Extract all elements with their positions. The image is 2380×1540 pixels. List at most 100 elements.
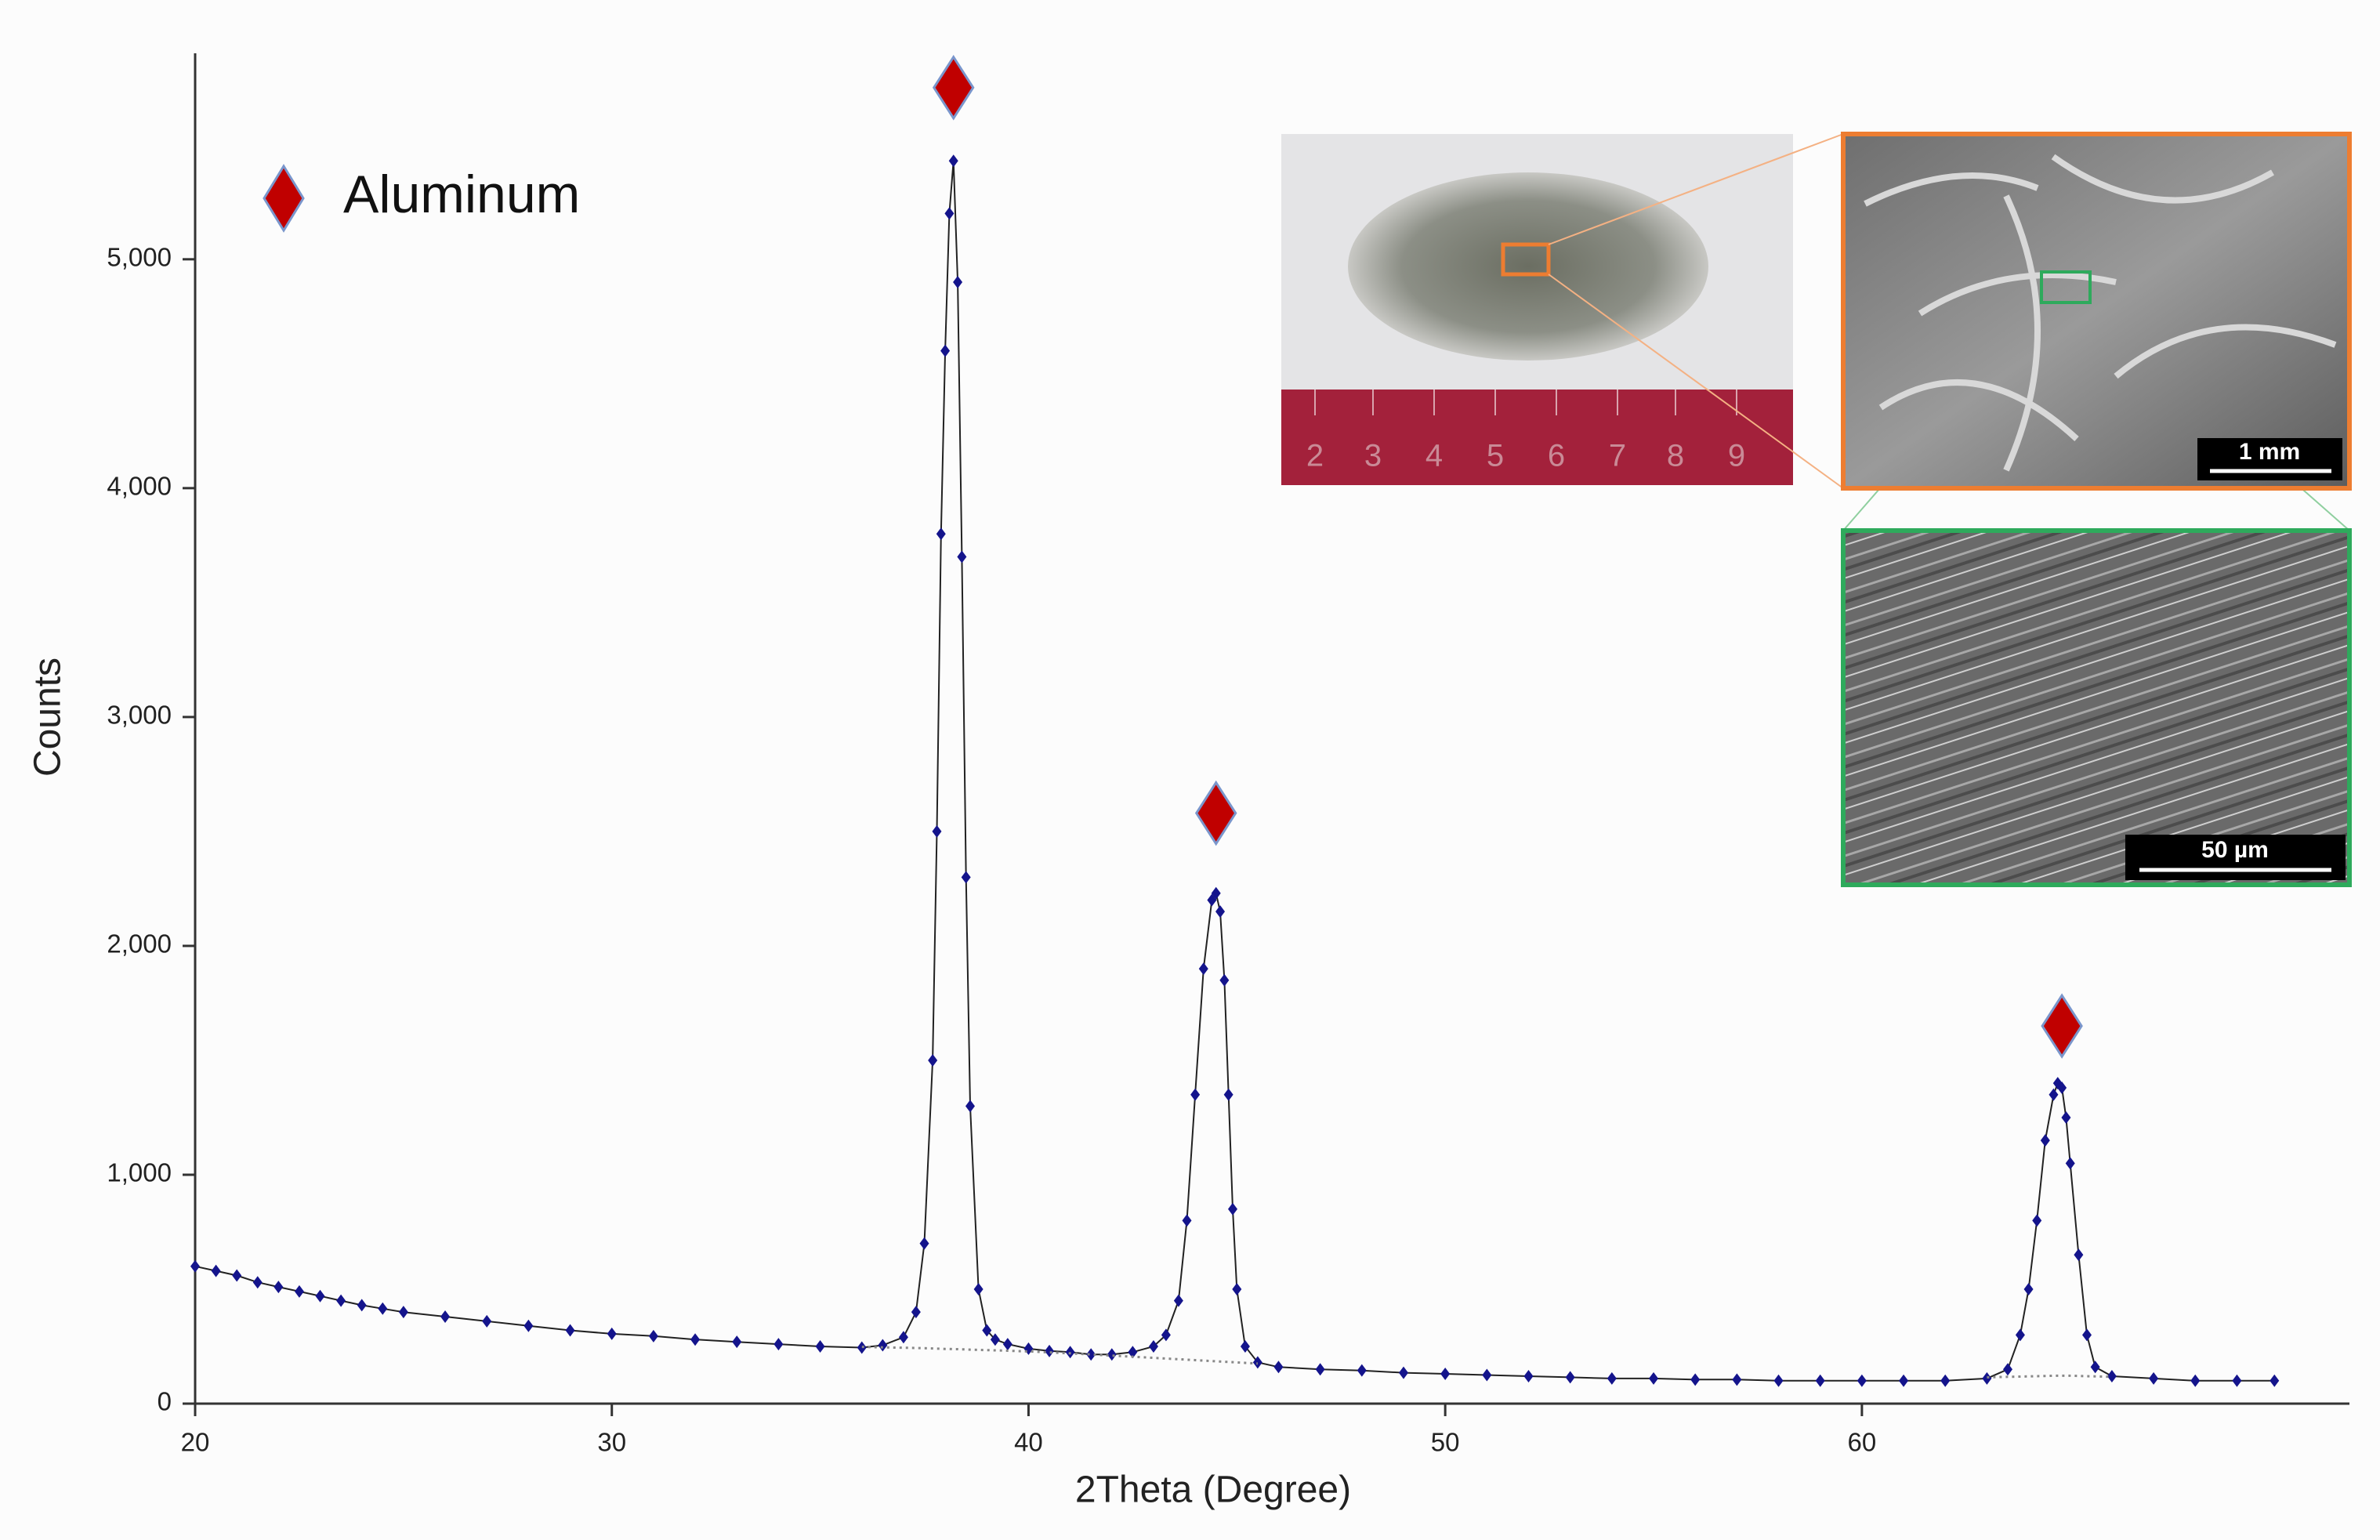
data-point [1857,1374,1867,1387]
data-point [1398,1366,1408,1379]
ruler-label: 9 [1728,439,1745,473]
data-point [1211,886,1221,900]
data-point [953,276,963,289]
data-point [878,1339,888,1352]
peak-marker [2041,993,2083,1059]
data-point [2065,1157,2075,1170]
zoom-connector [1548,274,1844,489]
zoom-box [1501,242,1551,277]
data-point [274,1281,284,1294]
data-point [1523,1369,1534,1382]
baseline-line [861,1346,2112,1379]
data-point [1198,962,1208,976]
data-point [2149,1372,2159,1385]
data-point [1173,1294,1183,1307]
data-point [1649,1372,1659,1385]
data-point [294,1285,304,1298]
data-point [1690,1373,1701,1386]
data-point [732,1335,742,1349]
data-point [2049,1088,2059,1101]
data-point [1482,1368,1492,1382]
peak-marker [1194,780,1237,846]
data-point [1773,1374,1784,1387]
data-point [898,1331,908,1344]
data-point [690,1333,701,1346]
data-point [2061,1111,2071,1124]
data-point [607,1327,617,1340]
scale-bar-label: 1 mm [2239,439,2300,465]
data-point [936,527,946,541]
data-point [1107,1348,1117,1361]
data-point [378,1302,388,1315]
x-tick-label: 60 [1848,1428,1877,1457]
data-point [336,1294,346,1307]
data-point [2002,1363,2012,1376]
data-point [1161,1328,1171,1342]
data-point [190,1259,200,1273]
data-point [773,1338,784,1351]
y-tick-label: 0 [158,1387,172,1416]
data-point [990,1333,1000,1346]
data-point [1315,1363,1325,1376]
x-tick-label: 50 [1431,1428,1460,1457]
data-point [1148,1339,1158,1353]
data-point [1815,1374,1825,1387]
y-tick-label: 5,000 [107,243,172,272]
aluminum-chips [1348,172,1708,361]
sem-inset-2 [1841,528,2352,887]
data-point [2015,1328,2025,1342]
data-point [919,1237,929,1250]
data-point [944,207,955,220]
data-point [973,1282,984,1295]
ruler-label: 3 [1364,439,1382,473]
zoom-connector [1548,133,1844,245]
y-tick-label: 2,000 [107,929,172,958]
photo-inset [1281,134,1793,485]
data-point [523,1319,534,1332]
legend-symbol [263,164,305,233]
data-point [1565,1371,1575,1384]
data-point [1240,1339,1250,1353]
ruler-label: 4 [1425,439,1443,473]
data-point [2074,1248,2084,1262]
data-point [1128,1346,1138,1359]
zoom-box [2040,270,2092,304]
data-point [1357,1364,1367,1377]
data-point [1086,1348,1096,1361]
data-point [2032,1214,2042,1227]
data-point [398,1306,408,1319]
data-point [1732,1373,1742,1386]
ruler [1281,390,1793,485]
data-point [2082,1328,2092,1342]
y-axis-title: Counts [27,658,69,777]
ruler-label: 6 [1548,439,1565,473]
data-point [648,1329,658,1343]
data-point [565,1324,575,1337]
ruler-label: 8 [1667,439,1684,473]
data-point [2232,1374,2242,1387]
inset-border [1841,528,2352,887]
data-point [1215,905,1226,919]
inset-border [1841,132,2352,491]
x-tick-label: 40 [1014,1428,1043,1457]
sem-inset-1 [1841,132,2352,491]
data-point [1182,1214,1192,1227]
ruler-label: 2 [1306,439,1324,473]
y-tick-label: 1,000 [107,1158,172,1187]
data-point [2040,1134,2050,1147]
scale-bar-box [2197,438,2342,480]
scale-bar-box [2125,835,2346,880]
data-point [948,154,958,168]
data-point [1190,1088,1201,1101]
data-point [932,824,942,838]
data-point [1002,1338,1012,1351]
y-tick-label: 4,000 [107,472,172,501]
x-tick-label: 30 [597,1428,626,1457]
data-point [232,1269,242,1282]
data-point [2057,1081,2067,1094]
peak-marker [932,55,975,121]
data-point [440,1310,451,1324]
data-point [315,1289,325,1303]
data-point [982,1324,992,1337]
